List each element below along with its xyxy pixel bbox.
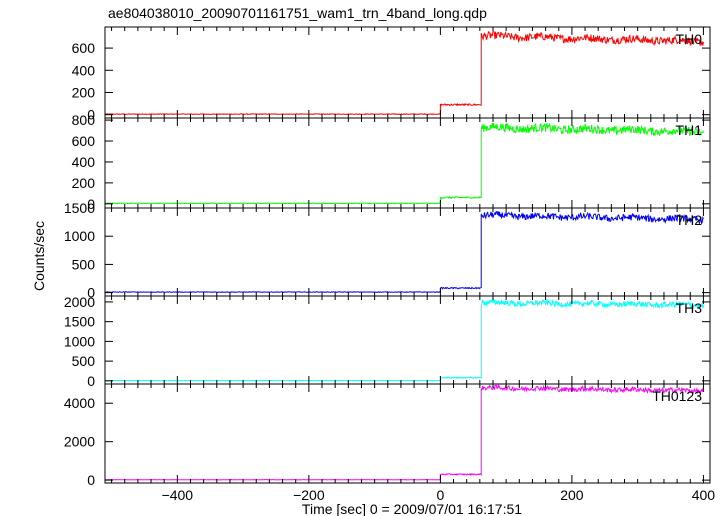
y-tick-label: 0 — [87, 373, 95, 389]
y-tick-label: 0 — [87, 472, 95, 488]
y-tick-label: 2000 — [64, 294, 95, 310]
series-label-th0: TH0 — [676, 31, 703, 47]
y-tick-label: 2000 — [64, 434, 95, 450]
series-label-th1: TH1 — [676, 122, 703, 138]
y-tick-label: 4000 — [64, 395, 95, 411]
chart-title: ae804038010_20090701161751_wam1_trn_4ban… — [108, 5, 487, 21]
series-line-th2 — [104, 210, 704, 294]
panel-frame-th0 — [104, 26, 711, 119]
y-tick-label: 1500 — [64, 314, 95, 330]
y-tick-label: 600 — [72, 40, 96, 56]
panel-frame-th2 — [104, 207, 711, 297]
y-axis-label: Counts/sec — [31, 221, 47, 291]
y-tick-label: 1000 — [64, 228, 95, 244]
y-tick-label: 400 — [72, 154, 96, 170]
series-line-th0 — [104, 30, 704, 116]
y-tick-label: 600 — [72, 133, 96, 149]
series-line-th1 — [104, 121, 704, 205]
y-tick-label: 1000 — [64, 333, 95, 349]
y-tick-label: 200 — [72, 84, 96, 100]
x-tick-label: 200 — [560, 487, 584, 503]
panel-frame-th0123 — [104, 383, 711, 484]
series-line-th3 — [105, 298, 704, 382]
y-tick-label: 200 — [72, 175, 96, 191]
series-label-th0123: TH0123 — [652, 388, 702, 404]
series-label-th2: TH2 — [676, 212, 703, 228]
panel-frame-th3 — [104, 295, 711, 385]
series-label-th3: TH3 — [676, 300, 703, 316]
x-tick-label: −400 — [162, 487, 194, 503]
y-tick-label: 0 — [87, 196, 95, 212]
y-tick-label: 500 — [72, 353, 96, 369]
y-tick-label: 1500 — [64, 200, 95, 216]
x-tick-label: −200 — [293, 487, 325, 503]
y-tick-label: 0 — [87, 285, 95, 301]
x-tick-label: 0 — [436, 487, 444, 503]
y-tick-label: 0 — [87, 107, 95, 123]
x-tick-label: 400 — [692, 487, 716, 503]
y-tick-label: 800 — [72, 112, 96, 128]
y-tick-label: 400 — [72, 62, 96, 78]
y-tick-label: 500 — [72, 256, 96, 272]
series-line-th0123 — [104, 383, 704, 481]
x-axis-label: Time [sec] 0 = 2009/07/01 16:17:51 — [302, 501, 522, 516]
